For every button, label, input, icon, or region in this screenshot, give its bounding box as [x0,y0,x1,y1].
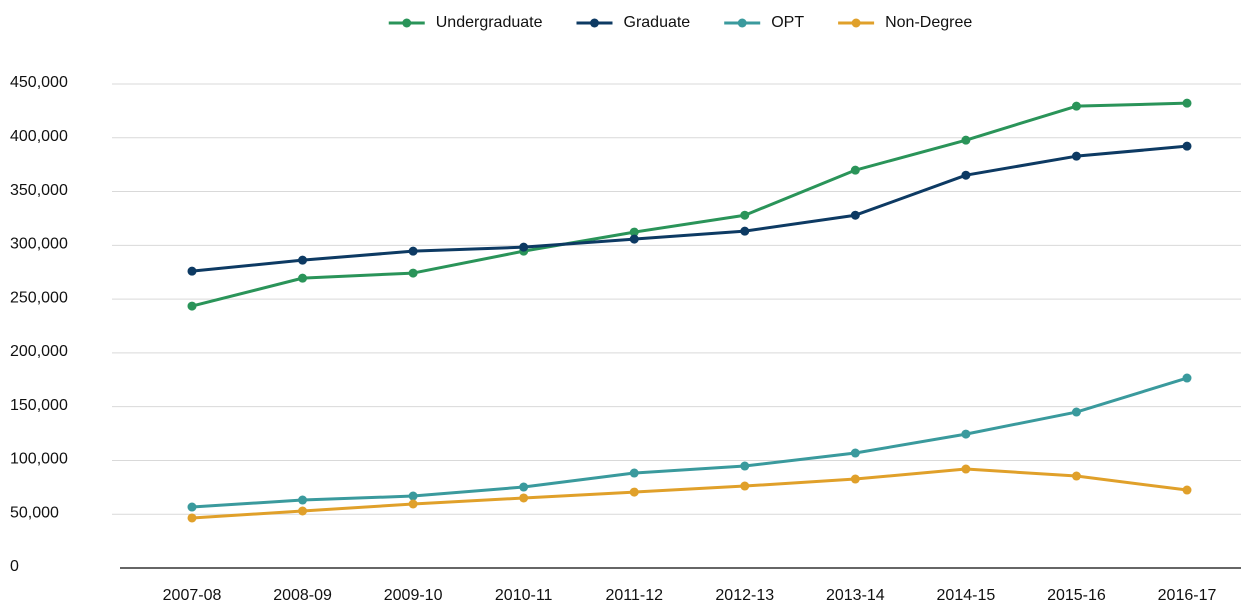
y-tick-label: 400,000 [10,128,68,145]
data-point [740,226,750,236]
legend-swatch-dot [589,18,599,28]
data-point [187,513,197,523]
y-tick-label: 0 [10,558,19,575]
x-tick-label: 2012-13 [715,587,774,604]
legend-label: Non-Degree [885,14,972,31]
legend: Undergraduate Graduate OPT Non-Degree [388,14,972,31]
data-point [298,255,308,265]
y-tick-label: 150,000 [10,397,68,414]
data-point [408,268,418,278]
y-tick-label: 50,000 [10,504,59,521]
data-point [1071,471,1081,481]
data-point [740,461,750,471]
data-point [1182,98,1192,108]
data-point [629,234,639,244]
data-point [1071,151,1081,161]
x-tick-label: 2008-09 [273,587,332,604]
data-point [298,273,308,283]
legend-label: OPT [771,14,804,31]
series-line [191,101,1188,308]
data-point [298,495,308,505]
y-tick-label: 350,000 [10,182,68,199]
legend-swatch-dot [402,18,412,28]
y-tick-label: 250,000 [10,289,68,306]
x-tick-label: 2014-15 [937,587,996,604]
legend-item: Non-Degree [838,14,972,31]
data-point [1071,101,1081,111]
legend-label: Undergraduate [436,14,543,31]
data-point [961,464,971,474]
legend-item: Undergraduate [388,14,543,31]
y-tick-label: 300,000 [10,236,68,253]
series-line [191,376,1188,509]
data-point [519,482,529,492]
data-point [961,170,971,180]
data-point [298,506,308,516]
data-point [519,493,529,503]
data-point [187,266,197,276]
x-tick-label: 2009-10 [384,587,443,604]
legend-swatch-dot [851,18,861,28]
legend-swatch-dot [737,18,747,28]
x-tick-label: 2013-14 [826,587,885,604]
data-point [1182,141,1192,151]
data-point [961,135,971,145]
data-point [408,499,418,509]
y-tick-label: 100,000 [10,451,68,468]
legend-item: OPT [724,14,804,31]
data-point [408,246,418,256]
data-point [850,474,860,484]
data-point [850,210,860,220]
data-point [1182,485,1192,495]
data-point [740,481,750,491]
data-point [187,301,197,311]
data-point [187,502,197,512]
y-tick-label: 450,000 [10,74,68,91]
data-point [961,429,971,439]
legend-label: Graduate [623,14,690,31]
data-point [629,487,639,497]
legend-item: Graduate [576,14,690,31]
data-point [1071,407,1081,417]
y-tick-label: 200,000 [10,343,68,360]
data-point [850,448,860,458]
x-tick-label: 2010-11 [495,587,553,604]
x-tick-label: 2011-12 [605,587,663,604]
data-point [629,468,639,478]
data-point [408,491,418,501]
series-line [191,467,1188,520]
data-point [629,227,639,237]
data-point [850,165,860,175]
data-point [740,210,750,220]
x-tick-label: 2015-16 [1047,587,1106,604]
x-tick-label: 2007-08 [163,587,222,604]
series-line [191,144,1188,273]
data-point [519,242,529,252]
data-point [1182,373,1192,383]
x-tick-label: 2016-17 [1158,587,1217,604]
